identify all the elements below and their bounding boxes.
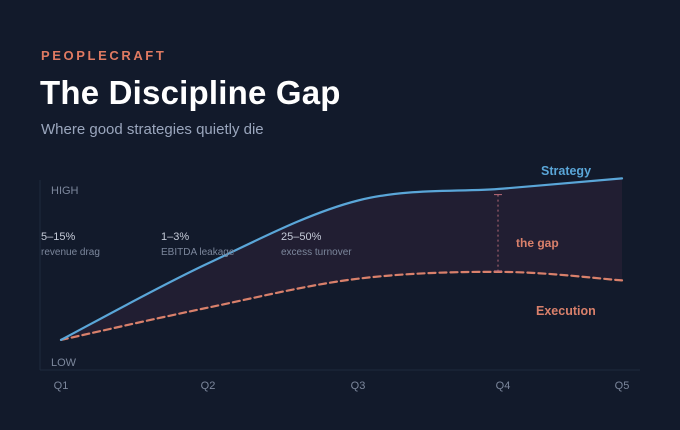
series-lines-layer xyxy=(59,177,624,341)
annotation-label: excess turnover xyxy=(281,247,352,258)
brand-name: PEOPLECRAFT xyxy=(41,48,167,63)
annotation-value: 1–3% xyxy=(161,231,189,243)
page-title: The Discipline Gap xyxy=(40,74,341,111)
annotation-label: revenue drag xyxy=(41,247,100,258)
x-ticks-layer: Q1 Q2 Q3 Q4 Q5 xyxy=(54,380,630,392)
x-tick-label: Q2 xyxy=(201,380,216,392)
annotation-label: EBITDA leakage xyxy=(161,247,235,258)
y-tick-high: HIGH xyxy=(51,185,79,197)
series-labels-layer: Strategy Execution xyxy=(536,164,596,318)
annotations-layer: 5–15% revenue drag 1–3% EBITDA leakage 25–50… xyxy=(41,231,352,258)
execution-line xyxy=(59,270,624,341)
gap-area-layer xyxy=(61,178,622,340)
gap-marker-layer: the gap xyxy=(494,194,559,272)
gap-area xyxy=(61,178,622,340)
strategy-line xyxy=(59,177,624,341)
x-tick-label: Q1 xyxy=(54,380,69,392)
x-tick-label: Q3 xyxy=(351,380,366,392)
strategy-series-label: Strategy xyxy=(541,164,591,178)
y-tick-low: LOW xyxy=(51,357,77,369)
page-subtitle: Where good strategies quietly die xyxy=(41,121,264,138)
chart-axes: HIGH LOW xyxy=(39,180,640,371)
gap-label: the gap xyxy=(516,236,559,250)
x-tick-label: Q5 xyxy=(615,380,630,392)
execution-series-label: Execution xyxy=(536,304,596,318)
x-tick-label: Q4 xyxy=(496,380,511,392)
annotation-value: 5–15% xyxy=(41,231,75,243)
annotation-value: 25–50% xyxy=(281,231,322,243)
